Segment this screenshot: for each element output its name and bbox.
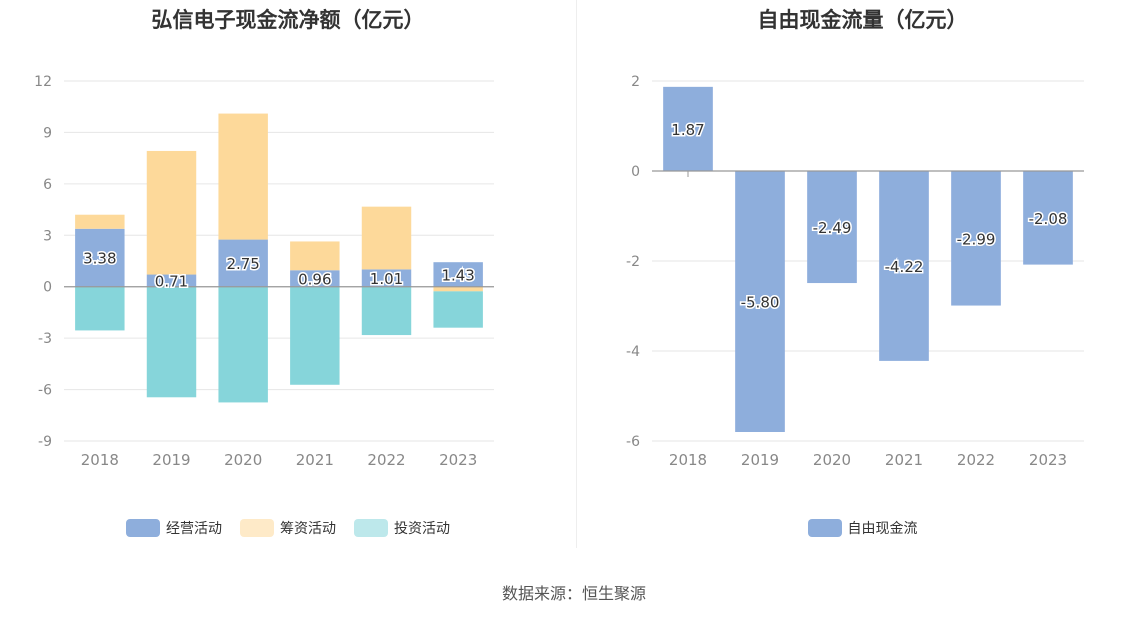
bar-筹资活动-2020[interactable] <box>218 113 268 240</box>
legend-swatch <box>354 519 388 537</box>
panel-divider <box>576 0 577 548</box>
bar-投资活动-2022[interactable] <box>361 286 412 336</box>
x-tick-label: 2019 <box>741 451 779 469</box>
x-tick-label: 2023 <box>1029 451 1067 469</box>
bar-经营活动-2021[interactable] <box>290 270 340 287</box>
data-label: -2.49 <box>813 219 852 237</box>
y-tick-label: -6 <box>626 434 640 450</box>
y-tick-label: 9 <box>43 125 52 141</box>
free-cash-flow-chart-panel: 自由现金流量（亿元） 2 0 -2 -4 -6 1.87 2018 -5.80 2019 -2.4… <box>577 0 1148 560</box>
x-tick-label: 2022 <box>957 451 995 469</box>
bar-经营活动-2023[interactable] <box>433 262 483 287</box>
y-tick-label: -9 <box>38 434 52 450</box>
data-label: 1.01 <box>370 270 403 288</box>
bar-投资活动-2019[interactable] <box>146 286 197 398</box>
bar-自由现金流-2021[interactable] <box>879 171 929 361</box>
bar-经营活动-2018[interactable] <box>75 228 125 287</box>
data-label: 2.75 <box>226 255 259 273</box>
x-tick-label: 2020 <box>813 451 851 469</box>
legend-item-operating[interactable]: 经营活动 <box>126 518 222 538</box>
bar-筹资活动-2018[interactable] <box>75 214 125 229</box>
y-tick-label: 0 <box>43 280 52 296</box>
bar-筹资活动-2019[interactable] <box>146 150 197 275</box>
bar-自由现金流-2020[interactable] <box>807 171 857 284</box>
bar-经营活动-2022[interactable] <box>361 269 412 287</box>
legend-label: 经营活动 <box>166 521 222 537</box>
y-tick-label: -2 <box>626 254 640 270</box>
legend-label: 投资活动 <box>394 521 450 537</box>
y-tick-label: 3 <box>43 228 52 244</box>
data-label: 1.87 <box>671 121 704 139</box>
free-cash-flow-chart: 2 0 -2 -4 -6 1.87 2018 -5.80 2019 -2.49 2020 -4.22 2… <box>626 74 1084 469</box>
bar-自由现金流-2019[interactable] <box>735 171 785 432</box>
legend-item-free-cash-flow[interactable]: 自由现金流 <box>807 518 918 538</box>
data-label: 0.96 <box>298 270 331 288</box>
data-label: -4.22 <box>885 258 924 276</box>
chart-title: 自由现金流量（亿元） <box>757 8 968 32</box>
y-tick-label: 2 <box>631 74 640 90</box>
data-label: 3.38 <box>83 250 116 268</box>
data-label: 1.43 <box>441 266 474 284</box>
chart-legend: 自由现金流 <box>577 518 1148 538</box>
data-label: -5.80 <box>741 294 780 312</box>
bar-自由现金流-2018[interactable] <box>663 86 713 171</box>
y-tick-label: -3 <box>38 331 52 347</box>
x-tick-label: 2021 <box>885 451 923 469</box>
legend-label: 筹资活动 <box>280 521 336 537</box>
bar-投资活动-2021[interactable] <box>290 286 340 385</box>
legend-item-investing[interactable]: 投资活动 <box>354 518 450 538</box>
bar-自由现金流-2023[interactable] <box>1023 171 1073 265</box>
x-tick-label: 2018 <box>81 451 119 469</box>
chart-legend: 经营活动 筹资活动 投资活动 <box>0 518 576 538</box>
x-tick-label: 2022 <box>367 451 405 469</box>
bar-经营活动-2020[interactable] <box>218 239 268 287</box>
chart-title: 弘信电子现金流净额（亿元） <box>151 8 425 32</box>
cash-flow-chart-panel: 弘信电子现金流净额（亿元） 12 9 6 3 0 -3 -6 -9 3.38 2018 0.71 20… <box>0 0 576 560</box>
legend-label: 自由现金流 <box>847 521 918 537</box>
y-tick-label: 12 <box>34 74 52 90</box>
y-tick-label: -4 <box>626 344 640 360</box>
bar-筹资活动-2021[interactable] <box>290 241 340 271</box>
bar-投资活动-2023[interactable] <box>433 291 483 328</box>
x-tick-label: 2018 <box>669 451 707 469</box>
bar-自由现金流-2022[interactable] <box>951 171 1001 306</box>
bar-经营活动-2019[interactable] <box>146 274 197 287</box>
y-tick-label: 0 <box>631 164 640 180</box>
bar-投资活动-2020[interactable] <box>218 286 268 403</box>
y-tick-label: 6 <box>43 177 52 193</box>
legend-swatch <box>240 519 274 537</box>
x-tick-label: 2020 <box>224 451 262 469</box>
data-label: -2.08 <box>1029 210 1068 228</box>
x-tick-label: 2021 <box>296 451 334 469</box>
bar-投资活动-2018[interactable] <box>75 286 125 331</box>
y-tick-label: -6 <box>38 383 52 399</box>
bar-筹资活动-2022[interactable] <box>361 206 412 270</box>
data-label: -2.99 <box>957 230 996 248</box>
legend-item-financing[interactable]: 筹资活动 <box>240 518 336 538</box>
legend-swatch <box>807 519 842 537</box>
data-source: 数据来源：恒生聚源 <box>501 584 646 603</box>
bar-筹资活动-2023[interactable] <box>433 286 483 292</box>
x-tick-label: 2023 <box>439 451 477 469</box>
cash-flow-chart: 12 9 6 3 0 -3 -6 -9 3.38 2018 0.71 2019 2.75 2020 0.96… <box>34 74 494 469</box>
legend-swatch <box>126 519 160 537</box>
data-label: 0.71 <box>155 273 188 291</box>
x-tick-label: 2019 <box>152 451 190 469</box>
